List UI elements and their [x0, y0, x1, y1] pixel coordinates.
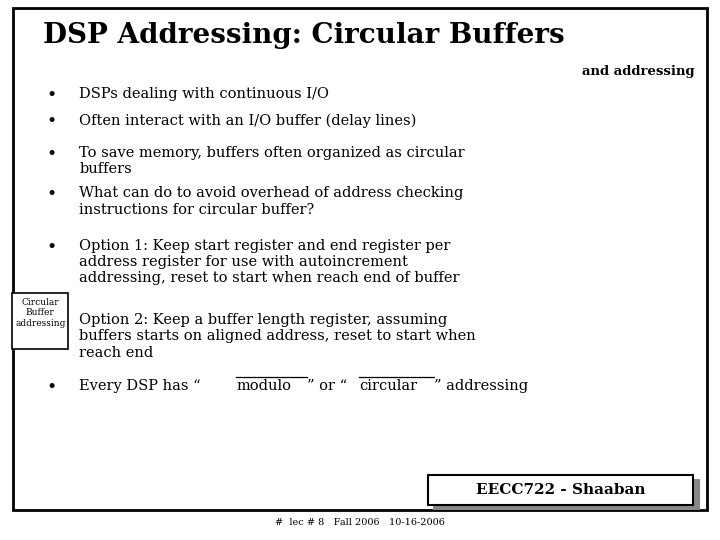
Text: What can do to avoid overhead of address checking
instructions for circular buff: What can do to avoid overhead of address…	[79, 186, 464, 217]
Text: ” or “: ” or “	[307, 379, 347, 393]
Text: EECC722 - Shaaban: EECC722 - Shaaban	[476, 483, 646, 497]
FancyBboxPatch shape	[13, 8, 707, 510]
Text: •: •	[47, 313, 57, 330]
Text: •: •	[47, 379, 57, 396]
FancyBboxPatch shape	[434, 480, 699, 509]
Text: •: •	[47, 113, 57, 130]
Text: Often interact with an I/O buffer (delay lines): Often interact with an I/O buffer (delay…	[79, 113, 417, 128]
Text: Option 2: Keep a buffer length register, assuming
buffers starts on aligned addr: Option 2: Keep a buffer length register,…	[79, 313, 476, 360]
Text: DSPs dealing with continuous I/O: DSPs dealing with continuous I/O	[79, 87, 329, 102]
Text: Option 1: Keep start register and end register per
address register for use with: Option 1: Keep start register and end re…	[79, 239, 459, 285]
Text: modulo: modulo	[236, 379, 291, 393]
Text: ” addressing: ” addressing	[434, 379, 528, 393]
Text: •: •	[47, 146, 57, 163]
Text: •: •	[47, 186, 57, 203]
Text: •: •	[47, 239, 57, 255]
FancyBboxPatch shape	[428, 475, 693, 505]
Text: DSP Addressing: Circular Buffers: DSP Addressing: Circular Buffers	[43, 22, 564, 49]
Text: Every DSP has “: Every DSP has “	[79, 379, 201, 393]
Text: #  lec # 8   Fall 2006   10-16-2006: # lec # 8 Fall 2006 10-16-2006	[275, 518, 445, 527]
Text: •: •	[47, 87, 57, 104]
Text: and addressing: and addressing	[582, 65, 695, 78]
Text: To save memory, buffers often organized as circular
buffers: To save memory, buffers often organized …	[79, 146, 465, 176]
Text: circular: circular	[359, 379, 417, 393]
Text: Circular
Buffer
addressing: Circular Buffer addressing	[15, 298, 66, 328]
FancyBboxPatch shape	[12, 293, 68, 349]
